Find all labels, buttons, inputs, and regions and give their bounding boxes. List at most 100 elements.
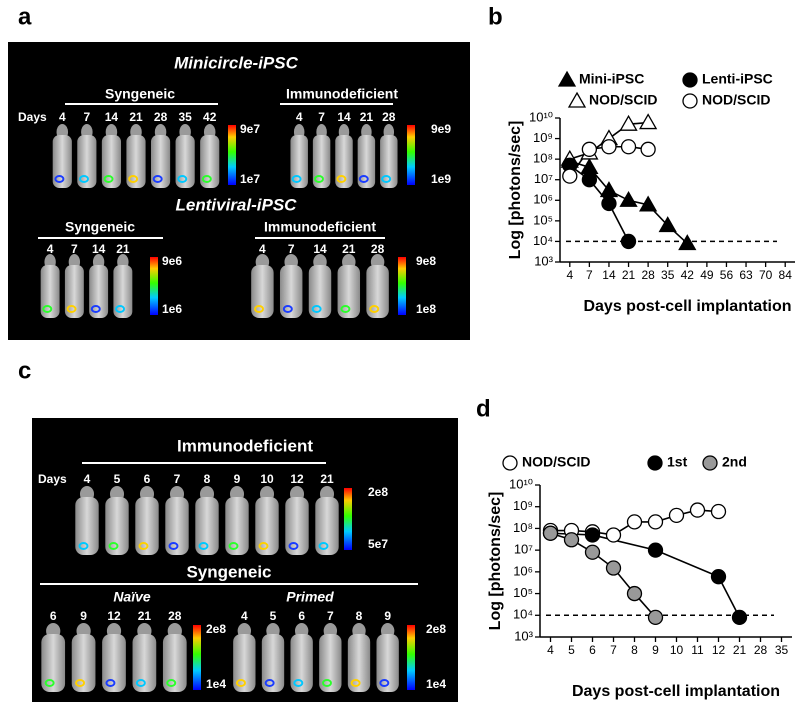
legend-label: NOD/SCID [589, 92, 657, 108]
day-label: 14 [92, 242, 106, 256]
x-tick-label: 70 [759, 268, 773, 282]
data-point [689, 502, 706, 518]
mouse-body [357, 135, 376, 188]
legend-marker [502, 455, 518, 471]
mouse-body [290, 634, 313, 692]
day-label: 21 [360, 110, 374, 124]
panel-title: Lentiviral-iPSC [176, 195, 298, 214]
signal-spot [54, 175, 65, 183]
data-point [710, 503, 727, 520]
y-tick-label: 10¹⁰ [509, 476, 533, 491]
data-point [563, 532, 580, 548]
mouse-body [335, 135, 353, 188]
mouse-body [77, 135, 97, 188]
color-scale [398, 257, 406, 315]
panel-label: d [476, 395, 491, 422]
group-heading: Syngeneic [65, 219, 135, 235]
data-point [619, 114, 638, 131]
y-tick-label: 10⁶ [533, 192, 553, 207]
signal-spot [75, 679, 86, 687]
legend-label: 1st [667, 454, 688, 470]
signal-spot [282, 305, 293, 313]
days-label: Days [18, 110, 47, 124]
legend-marker [557, 70, 577, 87]
data-point [605, 560, 622, 576]
signal-spot [313, 175, 324, 183]
x-tick-label: 28 [754, 643, 768, 657]
data-point [731, 609, 748, 626]
day-label: 5 [114, 472, 121, 486]
mouse-body [285, 497, 309, 555]
mouse-body [251, 265, 274, 318]
day-label: 12 [107, 609, 121, 623]
mouse-body [337, 265, 361, 318]
data-point [584, 527, 601, 543]
panel-label: b [488, 3, 503, 30]
data-point [619, 190, 638, 207]
scale-max: 9e8 [416, 254, 436, 268]
day-label: 4 [259, 242, 266, 256]
day-label: 28 [154, 110, 168, 124]
data-point [581, 141, 598, 157]
day-label: 9 [384, 609, 391, 623]
mouse-body [75, 497, 99, 555]
day-label: 4 [84, 472, 91, 486]
day-label: 6 [298, 609, 305, 623]
y-tick-label: 10⁹ [513, 498, 533, 513]
data-point [710, 569, 727, 585]
y-axis-label: Log [photons/sec] [487, 492, 504, 631]
data-point [562, 168, 578, 184]
scale-max: 2e8 [368, 485, 388, 499]
mouse-body [126, 135, 146, 188]
y-tick-label: 10⁷ [514, 542, 533, 557]
signal-spot [321, 679, 332, 687]
color-scale [193, 625, 201, 690]
data-point [626, 585, 643, 602]
group-heading: Primed [286, 589, 334, 605]
x-tick-label: 5 [568, 643, 575, 657]
x-tick-label: 9 [652, 643, 659, 657]
mouse-body [366, 265, 389, 318]
day-label: 21 [138, 609, 152, 623]
panel-label: a [18, 3, 32, 30]
signal-spot [42, 305, 53, 313]
day-label: 28 [382, 110, 396, 124]
mouse-body [52, 135, 72, 188]
days-label: Days [38, 472, 67, 486]
mouse-body [315, 497, 339, 555]
mouse-body [132, 634, 157, 692]
signal-spot [340, 305, 351, 313]
data-point [668, 507, 685, 524]
scale-max: 2e8 [206, 622, 226, 636]
color-scale [228, 125, 236, 185]
day-label: 9 [80, 609, 87, 623]
signal-spot [358, 175, 369, 183]
data-point [601, 195, 617, 212]
scale-max: 2e8 [426, 622, 446, 636]
x-tick-label: 4 [547, 643, 554, 657]
day-label: 28 [371, 242, 385, 256]
day-label: 8 [204, 472, 211, 486]
day-label: 5 [270, 609, 277, 623]
y-tick-label: 10⁴ [513, 607, 533, 622]
scale-max: 9e7 [240, 122, 260, 136]
day-label: 10 [260, 472, 274, 486]
signal-spot [168, 542, 179, 550]
image-panel-a [8, 42, 470, 340]
mouse-body [101, 135, 122, 188]
day-label: 9 [234, 472, 241, 486]
group-heading: Naïve [113, 589, 151, 605]
scale-min: 1e8 [416, 302, 436, 316]
legend-marker [702, 455, 718, 471]
day-label: 14 [313, 242, 327, 256]
data-point [620, 233, 637, 250]
signal-spot [108, 542, 119, 550]
signal-spot [128, 175, 139, 183]
y-tick-label: 10⁴ [533, 233, 553, 248]
y-tick-label: 10⁵ [533, 212, 553, 227]
mouse-body [319, 634, 342, 692]
signal-spot [115, 305, 126, 313]
data-point [581, 172, 598, 188]
day-label: 21 [320, 472, 334, 486]
signal-spot [293, 679, 304, 687]
